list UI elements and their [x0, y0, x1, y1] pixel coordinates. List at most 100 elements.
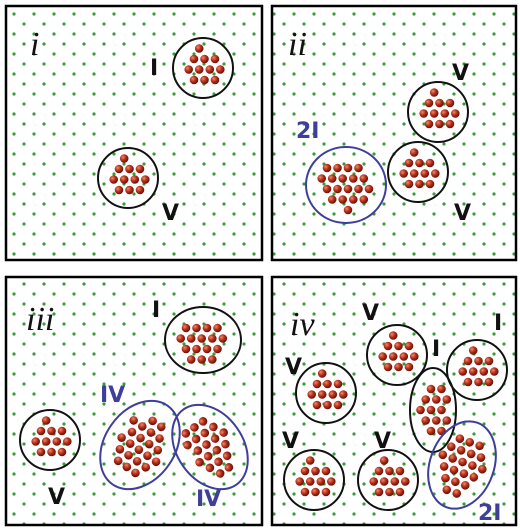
- atom: [182, 324, 191, 333]
- atom: [441, 109, 450, 118]
- atom: [318, 369, 327, 378]
- atom: [334, 380, 343, 389]
- atom: [425, 99, 434, 108]
- atom: [378, 352, 387, 361]
- atom: [322, 488, 331, 497]
- atom: [317, 174, 326, 183]
- atom: [405, 159, 414, 168]
- atom: [435, 120, 444, 129]
- atom: [192, 324, 201, 333]
- atom: [313, 380, 322, 389]
- atom: [384, 363, 393, 372]
- defect-label: V: [48, 485, 65, 510]
- panel-label: ii: [288, 26, 307, 63]
- atom: [485, 378, 494, 387]
- atom: [425, 120, 434, 129]
- atom: [426, 180, 435, 189]
- atom: [333, 185, 342, 194]
- panel: [6, 6, 262, 260]
- atom: [53, 437, 62, 446]
- atom: [333, 164, 342, 173]
- atom: [187, 334, 196, 343]
- atom: [446, 120, 455, 129]
- atom: [349, 174, 358, 183]
- atom: [109, 175, 118, 184]
- atom: [317, 477, 326, 486]
- atom: [469, 367, 478, 376]
- atom: [380, 456, 389, 465]
- atom: [301, 488, 310, 497]
- atom: [464, 357, 473, 366]
- atom: [338, 174, 347, 183]
- atom: [208, 334, 217, 343]
- atom: [323, 380, 332, 389]
- panel-label: i: [30, 26, 39, 63]
- atom: [349, 195, 358, 204]
- atom: [384, 342, 393, 351]
- atom: [307, 390, 316, 399]
- atom: [432, 416, 441, 425]
- atom: [125, 165, 134, 174]
- defect-label: V: [362, 301, 379, 326]
- defect-label: V: [452, 61, 469, 86]
- atom: [451, 109, 460, 118]
- atom: [328, 195, 337, 204]
- atom: [446, 99, 455, 108]
- atom: [328, 174, 337, 183]
- atom: [338, 195, 347, 204]
- defect-label: V: [285, 355, 302, 380]
- atom: [58, 448, 67, 457]
- atom: [431, 169, 440, 178]
- defect-label: V: [454, 201, 471, 226]
- atom: [219, 334, 228, 343]
- atom: [432, 395, 441, 404]
- figure: i I V ii V 2I V iii I IV V IV iv V I I V…: [0, 0, 520, 529]
- atom: [192, 345, 201, 354]
- atom: [136, 165, 145, 174]
- atom: [369, 477, 378, 486]
- defect-label: V: [374, 429, 391, 454]
- atom: [120, 175, 129, 184]
- atom: [327, 477, 336, 486]
- atom: [200, 55, 209, 64]
- atom: [490, 367, 499, 376]
- atom: [435, 99, 444, 108]
- atom: [354, 185, 363, 194]
- atom: [136, 186, 145, 195]
- atom: [190, 76, 199, 85]
- atom: [141, 175, 150, 184]
- defect-label: I: [150, 56, 158, 81]
- atom: [410, 148, 419, 157]
- atom: [203, 324, 212, 333]
- atom: [360, 174, 369, 183]
- defect-label: 2I: [478, 501, 502, 526]
- atom: [430, 109, 439, 118]
- atom: [47, 448, 56, 457]
- atom: [58, 427, 67, 436]
- atom: [396, 488, 405, 497]
- atom: [318, 390, 327, 399]
- atom: [458, 367, 467, 376]
- atom: [385, 488, 394, 497]
- atom: [42, 416, 51, 425]
- atom: [416, 406, 425, 415]
- atom: [394, 363, 403, 372]
- atom: [216, 65, 225, 74]
- atom: [311, 467, 320, 476]
- atom: [187, 355, 196, 364]
- panel-label: iii: [26, 301, 54, 338]
- panels: [6, 6, 516, 525]
- atom: [426, 159, 435, 168]
- atom: [421, 416, 430, 425]
- atom: [354, 164, 363, 173]
- atom: [480, 367, 489, 376]
- atom: [125, 186, 134, 195]
- atom: [184, 65, 193, 74]
- atom: [344, 206, 353, 215]
- defect-label: IV: [100, 383, 125, 408]
- atom: [211, 76, 220, 85]
- atom: [344, 185, 353, 194]
- atom: [195, 65, 204, 74]
- atom: [323, 401, 332, 410]
- defect-label: I: [432, 337, 440, 362]
